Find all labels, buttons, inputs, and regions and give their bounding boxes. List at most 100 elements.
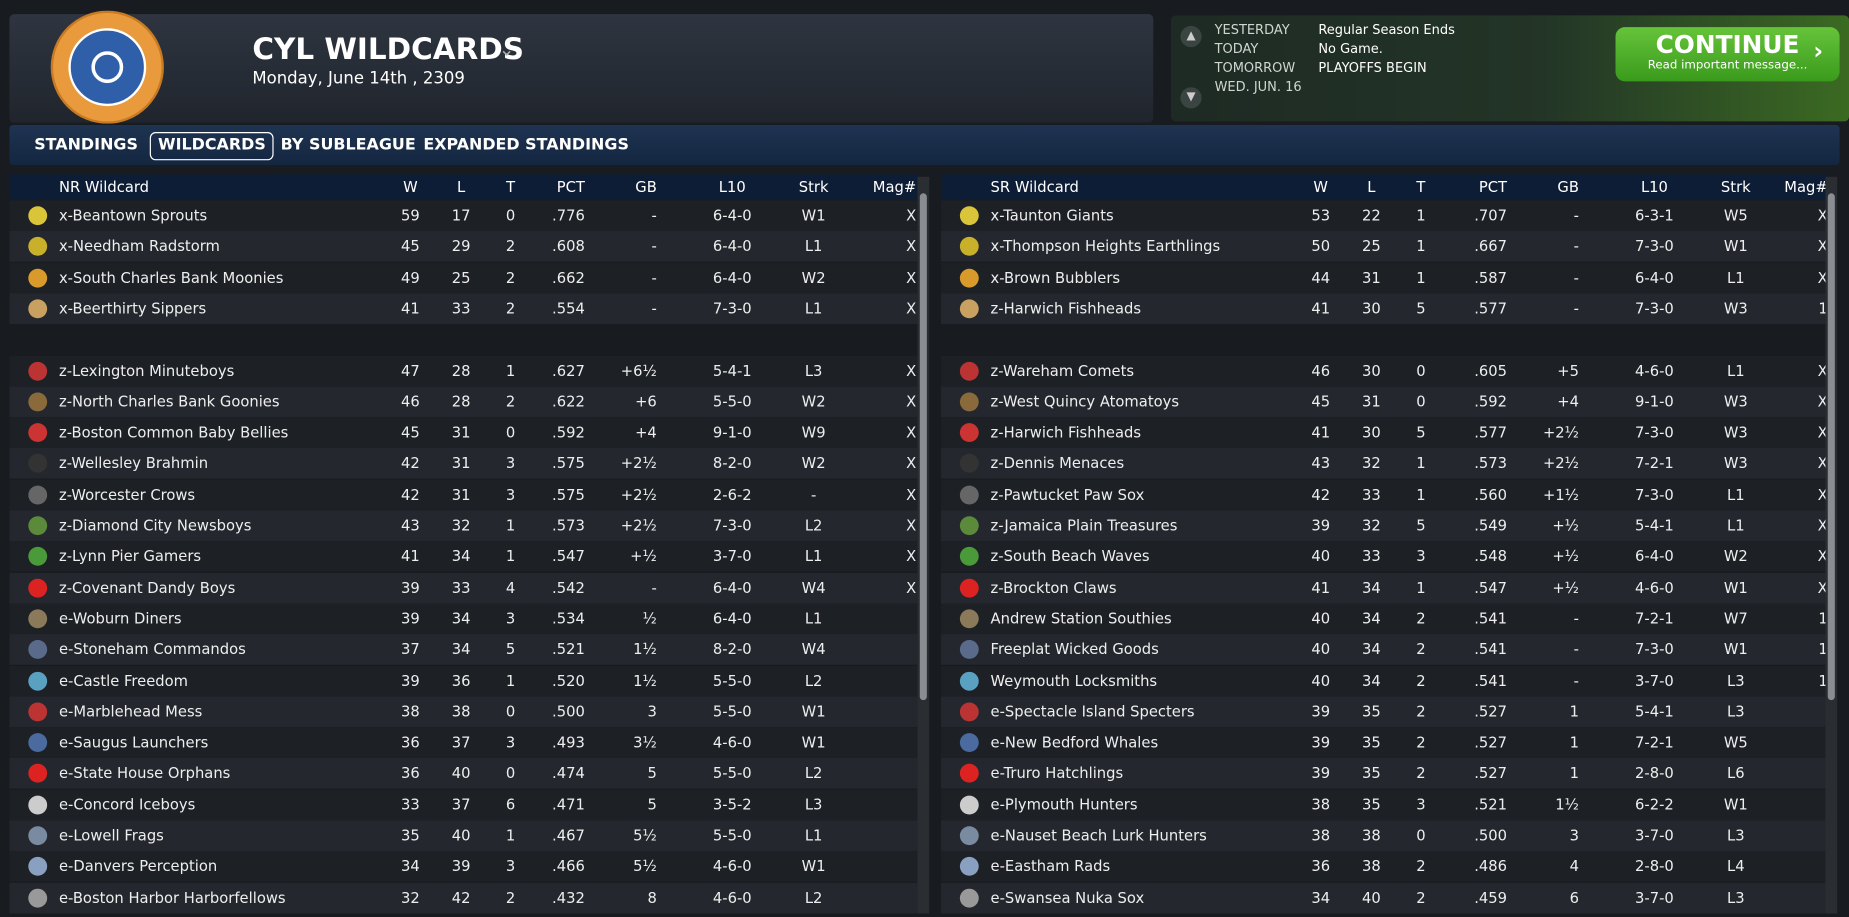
table-row[interactable]: x-Beerthirty Sippers 41 33 2 .554 - 7-3-0 L1 X [9, 293, 918, 325]
tab[interactable]: EXPANDED STANDINGS [423, 135, 629, 155]
tab[interactable]: WILDCARDS [149, 132, 275, 161]
stat-cell: .527 [1474, 733, 1508, 751]
stat-cell: 34 [1362, 640, 1381, 658]
stat-cell: L2 [804, 764, 823, 782]
stat-cell: 28 [451, 361, 471, 379]
table-row[interactable]: e-Stoneham Commandos 37 34 5 .521 1½ 8-2-0 W4 [9, 634, 918, 665]
stat-cell: L1 [804, 609, 823, 627]
stat-cell: .575 [552, 485, 585, 503]
stat-cell: 8-2-0 [712, 454, 752, 472]
stat-cell: W1 [1723, 795, 1748, 813]
table-row[interactable]: x-Needham Radstorm 45 29 2 .608 - 6-4-0 L1 X [9, 231, 918, 263]
table-row[interactable]: e-Saugus Launchers 36 37 3 .493 3½ 4-6-0 W1 [9, 727, 918, 758]
stat-cell: - [651, 299, 657, 317]
title-dropdown[interactable]: ⌄ [498, 37, 515, 61]
stat-cell: W1 [801, 206, 826, 224]
table-row[interactable]: e-Marblehead Mess 38 38 0 .500 3 5-5-0 W1 [9, 696, 918, 727]
stat-cell: 40 [1311, 609, 1331, 627]
scrollbar[interactable] [1825, 176, 1838, 914]
table-row[interactable]: z-Dennis Menaces 43 32 1 .573 +2½ 7-2-1 W3 X [941, 448, 1828, 479]
scrollbar[interactable] [917, 176, 930, 914]
table-row[interactable]: Andrew Station Southies 40 34 2 .541 - 7-2-1 W7… [941, 603, 1828, 634]
table-row[interactable]: z-Brockton Claws 41 34 1 .547 +½ 4-6-0 W1 X [941, 572, 1828, 603]
team-name: Freeplat Wicked Goods [990, 640, 1159, 658]
table-row[interactable]: e-New Bedford Whales 39 35 2 .527 1 7-2-1 W5 [941, 727, 1828, 758]
table-row[interactable]: z-Diamond City Newsboys 43 32 1 .573 +2½ 7-3-0… [9, 510, 918, 542]
stat-cell: 3 [647, 702, 657, 720]
table-row[interactable]: z-Wellesley Brahmin 42 31 3 .575 +2½ 8-2-0 W2 X [9, 448, 918, 479]
stat-cell: .520 [552, 671, 585, 689]
table-row[interactable]: z-Harwich Fishheads 41 30 5 .577 - 7-3-0 W3 1 [941, 293, 1828, 325]
stat-cell: 39 [1311, 733, 1331, 751]
table-row[interactable]: z-Boston Common Baby Bellies 45 31 0 .592 +4 9… [9, 417, 918, 449]
table-row[interactable]: x-Taunton Giants 53 22 1 .707 - 6-3-1 W5 X [941, 200, 1828, 232]
stat-cell: 41 [1311, 578, 1331, 596]
table-row[interactable]: z-South Beach Waves 40 33 3.548 +½ 6-4-0 W2 X [941, 541, 1828, 573]
table-row[interactable]: e-Truro Hatchlings 39 35 2 .527 1 2-8-0 L6 [941, 758, 1828, 789]
tab[interactable]: BY SUBLEAGUE [280, 135, 416, 155]
team-name: z-Boston Common Baby Bellies [58, 423, 289, 441]
table-row[interactable]: z-Pawtucket Paw Sox 42 33 1 .560 +1½ 7-3-0 L1 X [941, 479, 1828, 510]
table-row[interactable]: e-Swansea Nuka Sox 34 40 2 .459 6 3-7-0 L3 [941, 882, 1828, 913]
table-row[interactable]: e-Lowell Frags 35 40 1 .467 5½ 5-5-0 L1 [9, 820, 918, 851]
team-name: x-Needham Radstorm [58, 237, 220, 255]
column-header: L10 [718, 177, 746, 196]
stat-cell: .577 [1474, 299, 1508, 317]
schedule-value: Regular Season Ends [1318, 22, 1455, 38]
table-row[interactable]: e-Eastham Rads 36 38 2 .486 4 2-8-0 L4 [941, 851, 1828, 882]
table-row[interactable]: e-Spectacle Island Specters 39 35 2 .527 1 5-4… [941, 696, 1828, 727]
table-row[interactable]: z-Lexington Minuteboys 47 28 1 .627 +6½ 5-4-1 L… [9, 355, 918, 387]
stat-cell: 31 [451, 454, 471, 472]
table-row[interactable]: z-Wareham Comets 46 30 0 .605 +5 4-6-0 L1 X [941, 355, 1828, 387]
stat-cell: 5½ [633, 857, 657, 875]
table-row[interactable]: e-Woburn Diners 39 34 3 .534 ½ 6-4-0 L1 [9, 603, 918, 634]
stat-cell: - [1573, 671, 1579, 689]
table-row[interactable]: e-Castle Freedom 39 36 1 .520 1½ 5-5-0 L2 [9, 665, 918, 696]
table-row[interactable]: Weymouth Locksmiths 40 34 2 .541 - 3-7-0 L3 1 [941, 665, 1828, 696]
table-row[interactable]: e-Plymouth Hunters 38 35 3 .521 1½ 6-2-2 W1 [941, 789, 1828, 820]
continue-arrow: › [1813, 36, 1824, 65]
scroll-thumb[interactable] [1827, 193, 1835, 701]
scroll-thumb[interactable] [919, 193, 927, 701]
stat-cell: W3 [1723, 454, 1748, 472]
table-row[interactable]: z-Jamaica Plain Treasures 39 32 5 .549 +½ 5-4-… [941, 510, 1828, 542]
stat-cell: .554 [552, 299, 585, 317]
stat-cell: 42 [1311, 485, 1331, 503]
stat-cell: 6-4-0 [712, 206, 752, 224]
table-row[interactable]: e-State House Orphans 36 40 0 .474 5 5-5-0 L2 [9, 758, 918, 789]
table-row[interactable]: e-Boston Harbor Harborfellows 32 42 2 .432 8 4… [9, 882, 918, 913]
table-row[interactable]: z-Covenant Dandy Boys 39 33 4 .542 - 6-4-0 W4 X [9, 572, 918, 603]
table-row[interactable]: Freeplat Wicked Goods 40 34 2 .541 - 7-3-0 W1 1 [941, 634, 1828, 665]
stat-cell: .432 [552, 888, 585, 906]
stat-cell: 7-3-0 [1635, 299, 1674, 317]
table-row[interactable]: x-Beantown Sprouts 59 17 0 .776 - 6-4-0 W1 X [9, 200, 918, 232]
table-row[interactable]: z-North Charles Bank Goonies 46 28 2 .622 +6 5… [9, 386, 918, 418]
stat-cell: X [1817, 454, 1828, 472]
table-row[interactable]: x-Brown Bubblers 44 31 1 .587 - 6-4-0 L1 X [941, 262, 1828, 294]
stat-cell: W1 [1723, 640, 1748, 658]
team-name: z-Dennis Menaces [990, 454, 1125, 472]
table-row[interactable]: e-Nauset Beach Lurk Hunters 38 38 0 .500 3 3-7… [941, 820, 1828, 851]
table-row[interactable]: x-South Charles Bank Moonies 49 25 2 .662 - 6-… [9, 262, 918, 294]
stat-cell: 8 [647, 888, 657, 906]
stat-cell: 3 [505, 857, 516, 875]
table-row[interactable]: z-West Quincy Atomatoys 45 31 0 .592 +4 9-1-0 W… [941, 386, 1828, 418]
team-icon [28, 764, 48, 784]
table-row[interactable]: z-Worcester Crows 42 31 3 .575 +2½ 2-6-2 - X [9, 479, 918, 510]
table-row[interactable]: x-Thompson Heights Earthlings 50 25 1 .667 - 7… [941, 231, 1828, 263]
table-row[interactable]: z-Lynn Pier Gamers 41 34 1 .547 +½ 3-7-0 L1 X [9, 541, 918, 573]
stat-cell: 1 [505, 671, 516, 689]
table-row[interactable]: e-Danvers Perception 34 39 3 .466 5½ 4-6-0 W1 [9, 851, 918, 882]
stat-cell: 2-8-0 [1635, 764, 1674, 782]
scroll-up-button[interactable]: ▲ [1180, 25, 1202, 48]
table-row[interactable]: z-Harwich Fishheads 41 30 5 .577 +2½ 7-3-0 W3 X [941, 417, 1828, 449]
scroll-down-button[interactable]: ▼ [1180, 87, 1202, 109]
tab[interactable]: STANDINGS [34, 135, 138, 155]
continue-button[interactable]: CONTINUE Read important message... › [1615, 27, 1840, 82]
team-name: x-Thompson Heights Earthlings [990, 237, 1221, 255]
continue-sub: Read important message... [1647, 58, 1808, 72]
table-row[interactable]: e-Concord Iceboys 33 37 6 .471 5 3-5-2 L3 [9, 789, 918, 820]
stat-cell: 32 [400, 888, 420, 906]
team-icon [28, 640, 48, 660]
